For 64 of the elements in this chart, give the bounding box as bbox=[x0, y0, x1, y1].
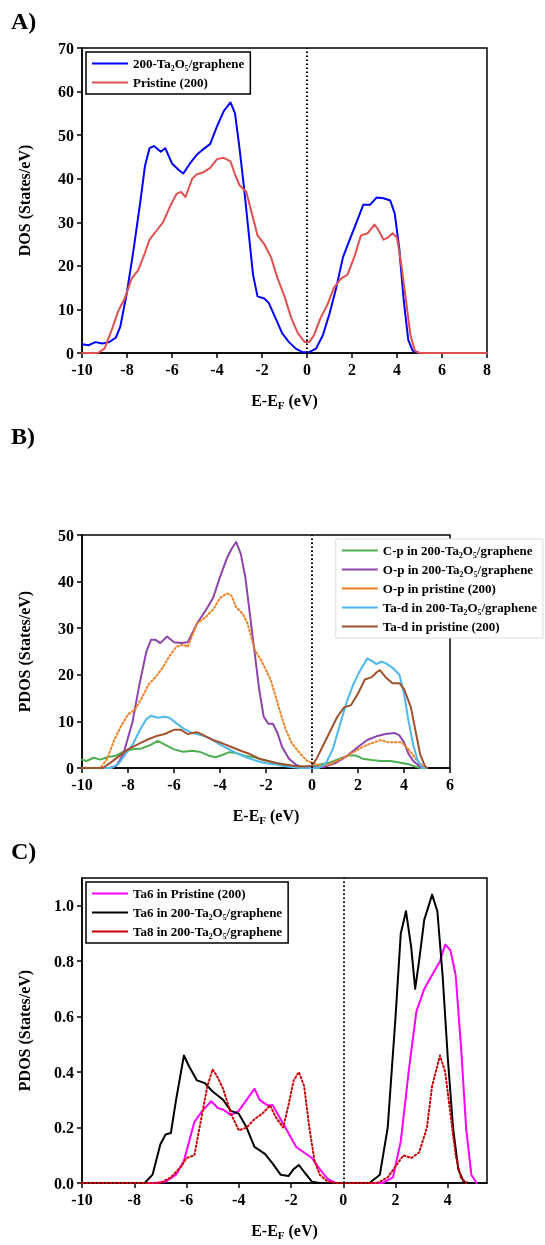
y-tick-label: 0.4 bbox=[54, 1063, 74, 1081]
legend-label: O-p in pristine (200) bbox=[382, 581, 496, 596]
legend-label: O-p in 200-Ta₂O₅/graphene bbox=[382, 562, 534, 577]
y-tick-label: 0.8 bbox=[54, 952, 74, 970]
x-tick-label: -4 bbox=[210, 360, 224, 378]
x-tick-label: -2 bbox=[284, 1190, 298, 1208]
x-tick-label: -4 bbox=[232, 1190, 246, 1208]
legend-label: Ta8 in 200-Ta₂O₅/graphene bbox=[133, 924, 283, 939]
x-tick-label: 0 bbox=[339, 1190, 348, 1208]
legend-label: Ta-d in 200-Ta₂O₅/graphene bbox=[382, 600, 538, 615]
legend-label: Pristine (200) bbox=[133, 75, 208, 90]
y-tick-label: 60 bbox=[58, 83, 74, 101]
x-tick-label: 2 bbox=[391, 1190, 400, 1208]
x-tick-label: 2 bbox=[354, 775, 362, 793]
legend-label: Ta6 in Pristine (200) bbox=[133, 886, 246, 901]
x-tick-label: 4 bbox=[400, 775, 408, 793]
x-tick-label: 8 bbox=[483, 360, 491, 378]
y-tick-label: 30 bbox=[58, 213, 74, 231]
x-tick-label: -8 bbox=[127, 1190, 141, 1208]
line-series bbox=[81, 1054, 468, 1184]
y-tick-label: 40 bbox=[58, 170, 74, 188]
x-tick-label: -2 bbox=[255, 360, 269, 378]
y-tick-label: 0 bbox=[66, 344, 74, 362]
y-axis-title: PDOS (States/eV) bbox=[15, 969, 34, 1092]
y-axis-title: DOS (States/eV) bbox=[15, 144, 34, 257]
x-tick-label: 0 bbox=[303, 360, 311, 378]
legend-label: Ta6 in 200-Ta₂O₅/graphene bbox=[133, 905, 283, 920]
y-tick-label: 10 bbox=[58, 300, 74, 318]
x-tick-label: -6 bbox=[179, 1190, 194, 1208]
y-tick-label: 50 bbox=[58, 526, 74, 544]
x-tick-label: 6 bbox=[438, 360, 446, 378]
x-tick-label: -6 bbox=[165, 360, 179, 378]
legend-label: 200-Ta₂O₅/graphene bbox=[133, 56, 245, 71]
x-tick-label: 6 bbox=[446, 775, 454, 793]
y-tick-label: 0 bbox=[66, 759, 74, 777]
chart-title: C) bbox=[11, 838, 37, 864]
y-tick-label: 40 bbox=[58, 573, 74, 591]
chart-title: B) bbox=[11, 423, 35, 449]
x-tick-label: -4 bbox=[213, 775, 227, 793]
x-tick-label: -8 bbox=[121, 775, 135, 793]
x-tick-label: 0 bbox=[308, 775, 316, 793]
y-tick-label: 1.0 bbox=[54, 897, 74, 915]
x-tick-label: -2 bbox=[259, 775, 273, 793]
y-tick-label: 0.2 bbox=[54, 1119, 74, 1137]
x-tick-label: -10 bbox=[71, 775, 93, 793]
x-tick-label: -6 bbox=[167, 775, 181, 793]
x-tick-label: -10 bbox=[71, 360, 93, 378]
legend-label: C-p in 200-Ta₂O₅/graphene bbox=[382, 543, 533, 558]
y-axis-title: PDOS (States/eV) bbox=[15, 590, 34, 713]
legend-label: Ta-d in pristine (200) bbox=[382, 619, 500, 634]
x-tick-label: -10 bbox=[71, 1190, 93, 1208]
y-tick-label: 10 bbox=[58, 712, 74, 730]
x-tick-label: 4 bbox=[393, 360, 401, 378]
y-tick-label: 20 bbox=[58, 666, 74, 684]
y-tick-label: 50 bbox=[58, 126, 74, 144]
x-tick-label: 4 bbox=[443, 1190, 452, 1208]
y-tick-label: 0.0 bbox=[54, 1174, 74, 1192]
y-tick-label: 70 bbox=[58, 39, 74, 57]
y-tick-label: 30 bbox=[58, 619, 74, 637]
chart-title: A) bbox=[11, 8, 37, 34]
y-tick-label: 0.6 bbox=[54, 1008, 74, 1026]
x-tick-label: -8 bbox=[120, 360, 134, 378]
y-tick-label: 20 bbox=[58, 257, 74, 275]
x-tick-label: 2 bbox=[348, 360, 356, 378]
